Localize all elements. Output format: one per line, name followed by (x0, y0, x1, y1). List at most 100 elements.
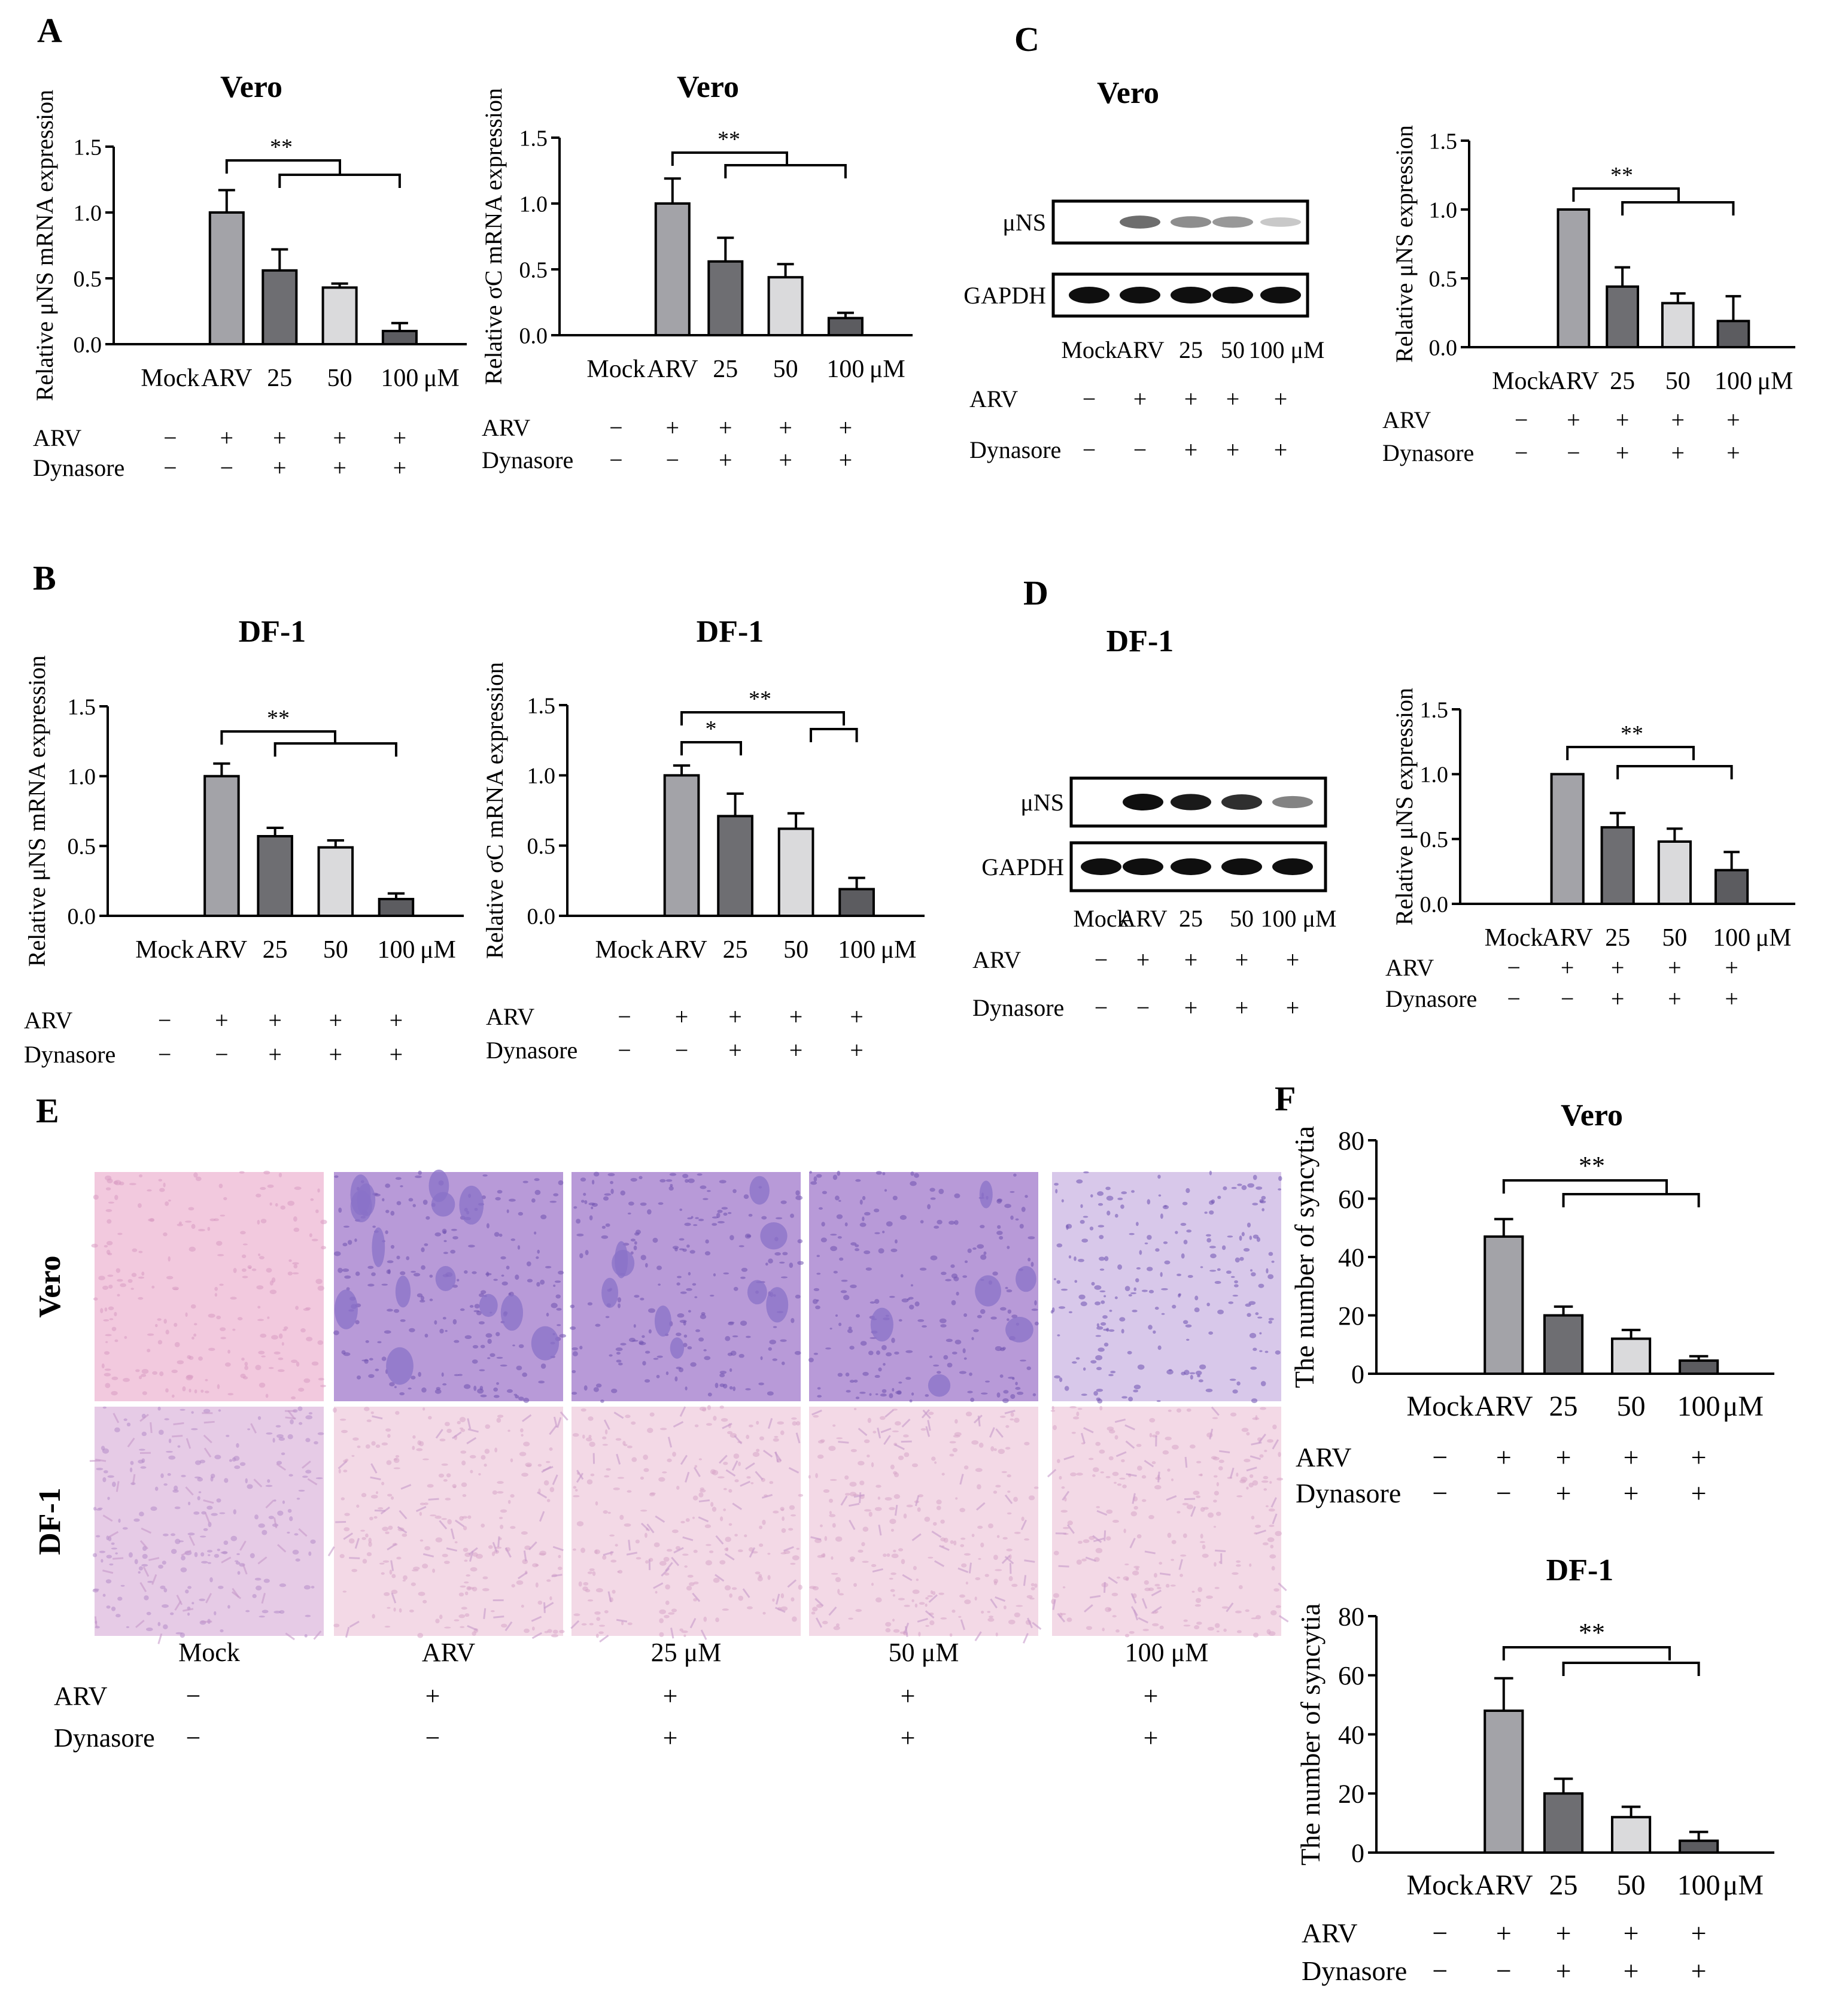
cell-nucleus (1181, 1253, 1185, 1259)
cell-nucleus (663, 1556, 670, 1562)
cell-nucleus (1194, 1307, 1200, 1313)
cell-nucleus (953, 1435, 960, 1438)
cell-nucleus (496, 1356, 503, 1359)
cell-nucleus (117, 1279, 123, 1282)
cell-nucleus (715, 1617, 719, 1622)
dynasore-sign: + (779, 447, 792, 473)
cell-nucleus (288, 1474, 293, 1477)
cell-nucleus (627, 1445, 633, 1449)
cell-nucleus (821, 1222, 825, 1226)
cell-nucleus (681, 1630, 688, 1634)
cell-nucleus (680, 1291, 687, 1294)
cell-nucleus (740, 1320, 747, 1326)
cell-nucleus (1121, 1191, 1127, 1195)
significance-bracket (1562, 1193, 1700, 1207)
lane-label: 100 μM (1248, 336, 1324, 363)
spindle-cell (774, 1451, 782, 1462)
cell-nucleus (1172, 1304, 1177, 1309)
cell-nucleus (978, 1557, 981, 1560)
cell-nucleus (867, 1417, 871, 1423)
cell-nucleus (628, 1201, 634, 1206)
cell-nucleus (163, 1588, 168, 1593)
cell-nucleus (1275, 1350, 1281, 1355)
cell-nucleus (508, 1198, 516, 1202)
cell-nucleus (1236, 1560, 1241, 1563)
cell-nucleus (306, 1337, 313, 1341)
spindle-cell (1022, 1633, 1029, 1644)
cell-nucleus (713, 1416, 717, 1421)
cell-nucleus (1076, 1411, 1080, 1417)
cell-nucleus (904, 1452, 910, 1458)
cell-nucleus (247, 1265, 252, 1269)
syncytium (334, 1289, 358, 1329)
spindle-cell (518, 1571, 528, 1580)
cell-nucleus (444, 1422, 450, 1426)
arv-sign: + (329, 1007, 343, 1034)
cell-nucleus (443, 1230, 446, 1234)
spindle-cell (840, 1495, 848, 1506)
cell-nucleus (1030, 1583, 1035, 1587)
cell-nucleus (230, 1535, 238, 1541)
cell-nucleus (114, 1195, 118, 1200)
cell-nucleus (187, 1532, 195, 1536)
cell-nucleus (980, 1225, 985, 1229)
cell-nucleus (315, 1279, 323, 1285)
cell-nucleus (862, 1216, 865, 1222)
cell-nucleus (760, 1356, 763, 1361)
spindle-cell (135, 1619, 145, 1628)
cell-nucleus (871, 1583, 874, 1586)
cell-nucleus (767, 1391, 774, 1396)
spindle-cell (1066, 1524, 1075, 1534)
cell-nucleus (409, 1610, 414, 1613)
cell-nucleus (594, 1611, 601, 1615)
spindle-cell (1004, 1410, 1016, 1414)
cell-nucleus (194, 1389, 197, 1393)
cell-nucleus (1185, 1324, 1192, 1328)
cell-nucleus (777, 1421, 785, 1425)
cell-nucleus (1128, 1294, 1132, 1297)
cell-nucleus (516, 1580, 524, 1585)
cell-nucleus (464, 1613, 470, 1617)
lane-label: 25 (1179, 905, 1203, 932)
spindle-cell (537, 1491, 548, 1499)
cell-nucleus (494, 1232, 500, 1237)
cell-nucleus (292, 1272, 299, 1275)
cell-nucleus (1121, 1329, 1124, 1334)
bar-25 (717, 815, 753, 918)
cell-nucleus (338, 1469, 341, 1474)
cell-nucleus (570, 1326, 576, 1330)
cell-nucleus (99, 1550, 106, 1553)
cell-nucleus (733, 1286, 738, 1291)
cell-nucleus (993, 1554, 998, 1560)
cell-nucleus (913, 1566, 917, 1571)
spindle-cell (698, 1499, 710, 1502)
cell-nucleus (981, 1610, 984, 1614)
unit-label: μM (1756, 924, 1792, 952)
cell-nucleus (523, 1398, 530, 1403)
cell-nucleus (598, 1625, 606, 1627)
cell-nucleus (418, 1371, 421, 1377)
cell-nucleus (494, 1447, 498, 1453)
cell-nucleus (458, 1614, 466, 1619)
cell-nucleus (631, 1421, 636, 1425)
cell-nucleus (1066, 1617, 1072, 1622)
cell-nucleus (293, 1264, 298, 1269)
cell-nucleus (481, 1455, 486, 1460)
spindle-cell (298, 1528, 308, 1537)
cell-nucleus (366, 1419, 372, 1422)
spindle-cell (173, 1422, 184, 1426)
cell-nucleus (171, 1533, 176, 1537)
cell-nucleus (1261, 1208, 1264, 1212)
significance-bracket (680, 741, 742, 755)
cell-nucleus (464, 1559, 468, 1562)
cell-nucleus (1120, 1204, 1124, 1209)
syncytium (395, 1276, 411, 1308)
bar-50 (777, 827, 814, 918)
cell-nucleus (480, 1394, 487, 1398)
cell-nucleus (962, 1275, 968, 1278)
cell-nucleus (342, 1268, 349, 1272)
spindle-cell (1190, 1506, 1196, 1517)
cell-nucleus (526, 1261, 531, 1267)
spindle-cell (828, 1606, 837, 1616)
spindle-cell (957, 1567, 969, 1573)
